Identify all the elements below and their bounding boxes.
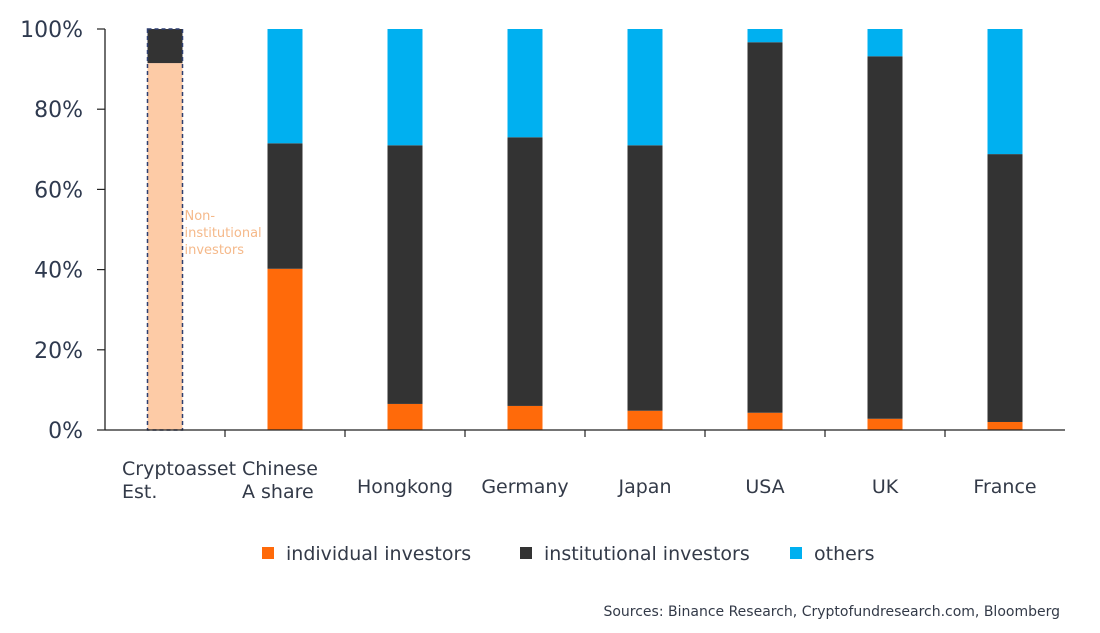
annotation-label: Non- [185,209,216,224]
bars [146,28,1023,431]
annotation: Non-institutional investors [185,209,262,258]
source-note: Sources: Binance Research, Cryptofundres… [603,604,1060,620]
x-category-label: UK [872,476,899,498]
bar-segment-institutional-investors [387,145,423,404]
bar-segment-institutional-investors [627,145,663,411]
x-category-label: USA [745,476,784,498]
bar-segment-others [867,29,903,57]
x-category-label: Germany [481,476,568,498]
y-tick-label: 20% [34,339,83,364]
y-tick-label: 80% [34,98,83,123]
bar-non-institutional [147,63,183,431]
bar-segment-others [627,29,663,146]
bar-segment-institutional-investors [507,137,543,406]
axes [104,29,1065,437]
bar-segment-individual-investors [987,421,1023,430]
bar-segment-individual-investors [507,405,543,430]
legend-label: others [814,543,875,565]
x-category-label: Hongkong [357,476,453,498]
x-category-label: Est. [122,481,157,503]
bar-segment-others [387,29,423,146]
y-tick-label: 60% [34,178,83,203]
legend-swatch [520,547,532,559]
bar-segment-institutional-investors [867,56,903,419]
legend: individual investors institutional invest… [262,543,875,565]
bar-segment-others [747,29,783,43]
bar-segment-individual-investors [387,403,423,430]
bar-segment-individual-investors [627,410,663,430]
x-category-label: France [973,476,1036,498]
bar-segment-individual-investors [267,268,303,430]
y-tick-label: 40% [34,259,83,284]
bar-segment-institutional-investors [747,42,783,413]
legend-swatch [262,547,274,559]
y-axis-ticks: 0% 20% 40% 60% 80% 100% [20,18,105,444]
annotation-label: institutional [185,226,262,241]
x-category-label: Japan [618,476,672,498]
annotation-label: investors [185,243,245,258]
bar-segment-institutional-investors [987,154,1023,422]
legend-swatch [790,547,802,559]
legend-label: individual investors [286,543,471,565]
bar-segment-others [987,29,1023,155]
bar-segment-institutional-investors [267,143,303,269]
bar-segment-others [267,29,303,144]
bar-segment-individual-investors [867,418,903,430]
estimate-dashed-outline [146,28,184,431]
y-tick-label: 0% [48,419,83,444]
bar-segment-institutional-investors [147,29,183,64]
x-category-label: A share [242,481,314,503]
bar-segment-others [507,29,543,138]
bar-segment-individual-investors [747,412,783,430]
x-category-label: Chinese [242,458,318,480]
x-category-label: Cryptoasset [122,458,236,480]
legend-label: institutional investors [544,543,750,565]
y-tick-label: 100% [20,18,83,43]
